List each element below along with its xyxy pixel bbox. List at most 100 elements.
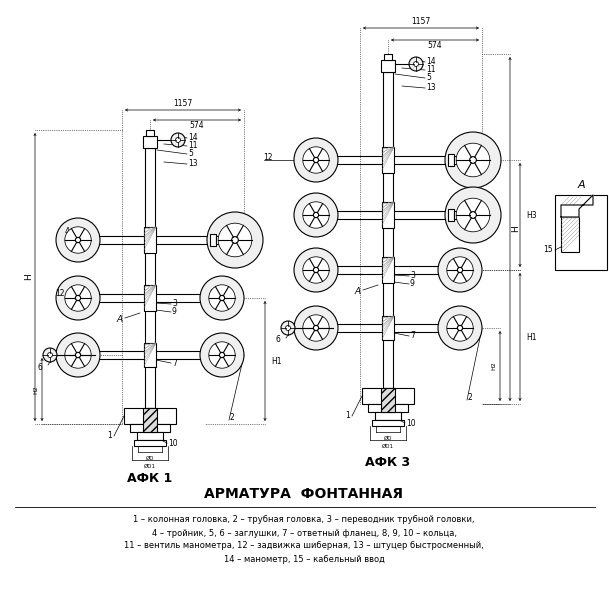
Text: H1: H1: [526, 332, 537, 341]
Text: A: A: [577, 180, 585, 190]
Circle shape: [314, 325, 319, 331]
Circle shape: [303, 315, 329, 341]
Text: A: A: [355, 287, 361, 296]
Bar: [134, 440, 166, 446]
Circle shape: [294, 248, 338, 292]
Bar: [143, 136, 157, 148]
Circle shape: [457, 325, 463, 331]
Text: 11 – вентиль манометра, 12 – задвижка шиберная, 13 – штуцер быстросменный,: 11 – вентиль манометра, 12 – задвижка ши…: [124, 542, 484, 551]
Text: 12: 12: [55, 288, 65, 297]
Circle shape: [200, 276, 244, 320]
Bar: [372, 420, 404, 426]
Bar: [555, 195, 607, 270]
Circle shape: [65, 342, 91, 368]
Bar: [454, 211, 460, 219]
Circle shape: [231, 237, 238, 243]
Text: H1: H1: [271, 356, 281, 365]
Bar: [130, 424, 170, 432]
Circle shape: [56, 276, 100, 320]
Circle shape: [281, 321, 295, 335]
Text: A: A: [117, 316, 123, 325]
Circle shape: [470, 157, 476, 163]
Bar: [210, 234, 216, 246]
Text: ØD: ØD: [146, 456, 154, 461]
Circle shape: [209, 285, 235, 311]
Text: H3: H3: [526, 210, 537, 219]
Circle shape: [209, 342, 235, 368]
Bar: [144, 227, 156, 253]
Bar: [145, 148, 155, 408]
Bar: [382, 147, 394, 173]
Text: 1: 1: [107, 432, 112, 441]
Bar: [382, 202, 394, 228]
Circle shape: [207, 212, 263, 268]
Text: 3: 3: [172, 299, 177, 308]
Text: 4 – тройник, 5, 6 – заглушки, 7 – ответный фланец, 8, 9, 10 – кольца,: 4 – тройник, 5, 6 – заглушки, 7 – ответн…: [152, 528, 457, 537]
Text: 13: 13: [188, 159, 198, 168]
Text: 5: 5: [426, 73, 431, 82]
Text: 4: 4: [65, 228, 70, 237]
Text: АФК 3: АФК 3: [365, 456, 410, 469]
Bar: [143, 408, 157, 432]
Circle shape: [219, 295, 225, 300]
Bar: [382, 316, 394, 340]
Circle shape: [457, 267, 463, 273]
Text: 11: 11: [426, 66, 435, 75]
Bar: [216, 236, 222, 244]
Bar: [368, 404, 408, 412]
Text: 15: 15: [543, 245, 553, 254]
Text: 14: 14: [188, 133, 198, 142]
Text: 2: 2: [230, 413, 234, 423]
Text: 9: 9: [410, 279, 415, 288]
Text: ØD1: ØD1: [144, 464, 156, 469]
Bar: [381, 388, 395, 412]
Text: 7: 7: [172, 359, 177, 367]
Polygon shape: [561, 195, 593, 217]
Text: 8: 8: [210, 288, 215, 297]
Circle shape: [76, 237, 80, 243]
Circle shape: [438, 306, 482, 350]
Circle shape: [48, 353, 52, 358]
Bar: [137, 432, 163, 440]
Text: 1157: 1157: [411, 16, 431, 25]
Text: 8: 8: [448, 260, 452, 269]
Text: 10: 10: [168, 439, 178, 448]
Circle shape: [56, 333, 100, 377]
Circle shape: [43, 348, 57, 362]
Text: ØD1: ØD1: [382, 444, 394, 449]
Circle shape: [445, 187, 501, 243]
Bar: [124, 408, 176, 424]
Text: АРМАТУРА  ФОНТАННАЯ: АРМАТУРА ФОНТАННАЯ: [205, 487, 404, 501]
Circle shape: [218, 223, 252, 257]
Bar: [144, 285, 156, 311]
Circle shape: [219, 352, 225, 358]
Circle shape: [294, 193, 338, 237]
Bar: [454, 156, 460, 164]
Circle shape: [76, 295, 80, 300]
Text: 1 – колонная головка, 2 – трубная головка, 3 – переводник трубной головки,: 1 – колонная головка, 2 – трубная головк…: [133, 516, 475, 525]
Text: 14 – манометр, 15 – кабельный ввод: 14 – манометр, 15 – кабельный ввод: [224, 555, 384, 564]
Circle shape: [414, 61, 418, 67]
Bar: [383, 72, 393, 388]
Circle shape: [294, 138, 338, 182]
Circle shape: [303, 202, 329, 228]
Circle shape: [447, 257, 473, 283]
Bar: [448, 154, 454, 166]
Text: 12: 12: [263, 153, 272, 162]
Circle shape: [314, 157, 319, 163]
Text: 1157: 1157: [174, 100, 192, 109]
Circle shape: [200, 333, 244, 377]
Circle shape: [447, 315, 473, 341]
Text: 4: 4: [303, 203, 308, 212]
Circle shape: [76, 352, 80, 358]
Circle shape: [470, 212, 476, 218]
Text: 6: 6: [38, 362, 43, 371]
Text: АФК 1: АФК 1: [127, 472, 172, 484]
Text: 574: 574: [428, 41, 442, 50]
Circle shape: [303, 147, 329, 173]
Text: 7: 7: [410, 332, 415, 341]
Bar: [384, 54, 392, 60]
Bar: [375, 412, 401, 420]
Circle shape: [303, 257, 329, 283]
Circle shape: [314, 212, 319, 218]
